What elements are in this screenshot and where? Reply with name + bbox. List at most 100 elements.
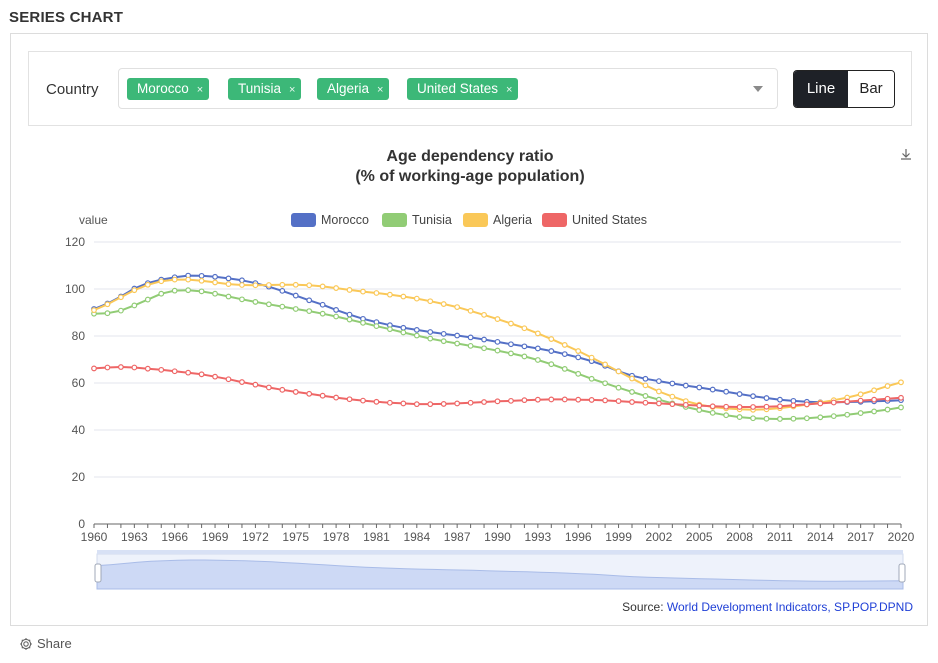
- data-point: [884, 395, 891, 402]
- legend-swatch: [382, 213, 407, 227]
- data-point: [494, 398, 501, 405]
- bar-button[interactable]: Bar: [848, 71, 894, 107]
- source-link[interactable]: World Development Indicators, SP.POP.DPN…: [666, 600, 913, 614]
- data-point: [723, 412, 730, 419]
- chip-remove-icon[interactable]: ×: [289, 84, 296, 96]
- chip-morocco[interactable]: Morocco ×: [127, 78, 210, 100]
- country-label: Country: [46, 81, 99, 98]
- zoom-handle-right[interactable]: [898, 563, 906, 583]
- x-tick-label: 1978: [323, 530, 350, 544]
- x-tick-label: 1981: [363, 530, 390, 544]
- data-point: [548, 348, 555, 354]
- data-point: [413, 295, 420, 302]
- data-point: [91, 365, 97, 372]
- data-point: [534, 330, 541, 337]
- data-point: [830, 413, 837, 420]
- chip-label: Algeria: [327, 81, 370, 96]
- data-point: [373, 290, 380, 296]
- data-point: [642, 399, 649, 406]
- data-point: [225, 281, 232, 287]
- data-point: [185, 287, 192, 294]
- zoom-handle-left[interactable]: [94, 563, 102, 583]
- data-point: [481, 311, 487, 318]
- data-point: [508, 341, 514, 348]
- data-point: [561, 396, 568, 403]
- chip-tunisia[interactable]: Tunisia ×: [228, 78, 302, 100]
- download-icon[interactable]: [901, 149, 911, 160]
- data-point: [790, 402, 797, 409]
- y-tick-label: 20: [72, 470, 86, 484]
- x-tick-label: 2017: [847, 530, 874, 544]
- data-point: [292, 281, 299, 288]
- chevron-down-icon[interactable]: [753, 86, 763, 92]
- chip-remove-icon[interactable]: ×: [506, 84, 513, 96]
- data-point: [319, 301, 326, 308]
- chip-label: Morocco: [137, 81, 189, 96]
- data-point: [750, 404, 756, 410]
- data-point: [212, 273, 218, 280]
- data-point: [561, 351, 568, 357]
- data-point: [508, 320, 514, 327]
- x-tick-label: 1999: [605, 530, 632, 544]
- data-point: [265, 282, 272, 288]
- data-point: [198, 288, 205, 295]
- data-point: [158, 290, 165, 297]
- x-tick-label: 1996: [565, 530, 592, 544]
- data-point: [521, 397, 528, 404]
- data-point: [871, 387, 877, 394]
- data-point: [898, 379, 904, 386]
- data-point: [602, 361, 608, 368]
- data-point: [252, 299, 259, 305]
- data-point: [494, 338, 501, 345]
- legend-item[interactable]: Algeria: [463, 213, 532, 227]
- data-point: [682, 401, 689, 408]
- legend-item[interactable]: Tunisia: [382, 213, 452, 227]
- source-prefix: Source:: [622, 600, 667, 614]
- data-point: [212, 373, 218, 380]
- data-point: [440, 401, 447, 407]
- data-point: [777, 396, 783, 403]
- zoom-range-bar[interactable]: [97, 550, 903, 554]
- chip-algeria[interactable]: Algeria ×: [317, 78, 390, 100]
- data-point: [669, 393, 676, 400]
- data-point: [158, 278, 165, 285]
- data-point: [104, 310, 111, 317]
- x-tick-label: 1987: [444, 530, 471, 544]
- legend-item[interactable]: United States: [542, 213, 647, 227]
- data-point: [481, 399, 487, 405]
- data-point: [117, 294, 124, 301]
- data-point: [252, 282, 259, 289]
- data-point: [225, 376, 232, 383]
- chip-remove-icon[interactable]: ×: [377, 84, 384, 96]
- data-point: [575, 348, 582, 354]
- data-point: [319, 310, 326, 317]
- data-point: [494, 347, 501, 354]
- chip-united-states[interactable]: United States ×: [407, 78, 519, 100]
- legend-swatch: [463, 213, 488, 227]
- data-point: [400, 400, 407, 407]
- chip-remove-icon[interactable]: ×: [196, 84, 204, 96]
- legend-item[interactable]: Morocco: [291, 213, 369, 227]
- data-point: [373, 398, 380, 405]
- data-point: [144, 281, 151, 288]
- share-button[interactable]: Share: [19, 636, 72, 651]
- line-button[interactable]: Line: [794, 71, 848, 107]
- data-point: [427, 401, 434, 408]
- data-point: [548, 396, 555, 403]
- data-point: [131, 302, 138, 309]
- chart-card: Country Morocco × Tunisia × Algeria × Unite…: [10, 33, 928, 626]
- data-point: [279, 386, 286, 393]
- chart-axes: 0 20 40 60 80 100 120 1960 1963 1966 1969 1972 1975 1…: [65, 235, 915, 544]
- data-point: [467, 334, 474, 341]
- data-zoom-slider[interactable]: [94, 550, 906, 590]
- data-point: [521, 325, 528, 332]
- data-point: [723, 388, 730, 395]
- country-multiselect[interactable]: Morocco × Tunisia × Algeria × United States…: [118, 68, 778, 109]
- x-tick-label: 1960: [81, 530, 108, 544]
- x-tick-label: 1993: [524, 530, 551, 544]
- data-point: [642, 393, 649, 399]
- data-point: [696, 402, 703, 409]
- data-point: [333, 285, 340, 291]
- data-point: [400, 329, 407, 336]
- data-point: [857, 391, 864, 398]
